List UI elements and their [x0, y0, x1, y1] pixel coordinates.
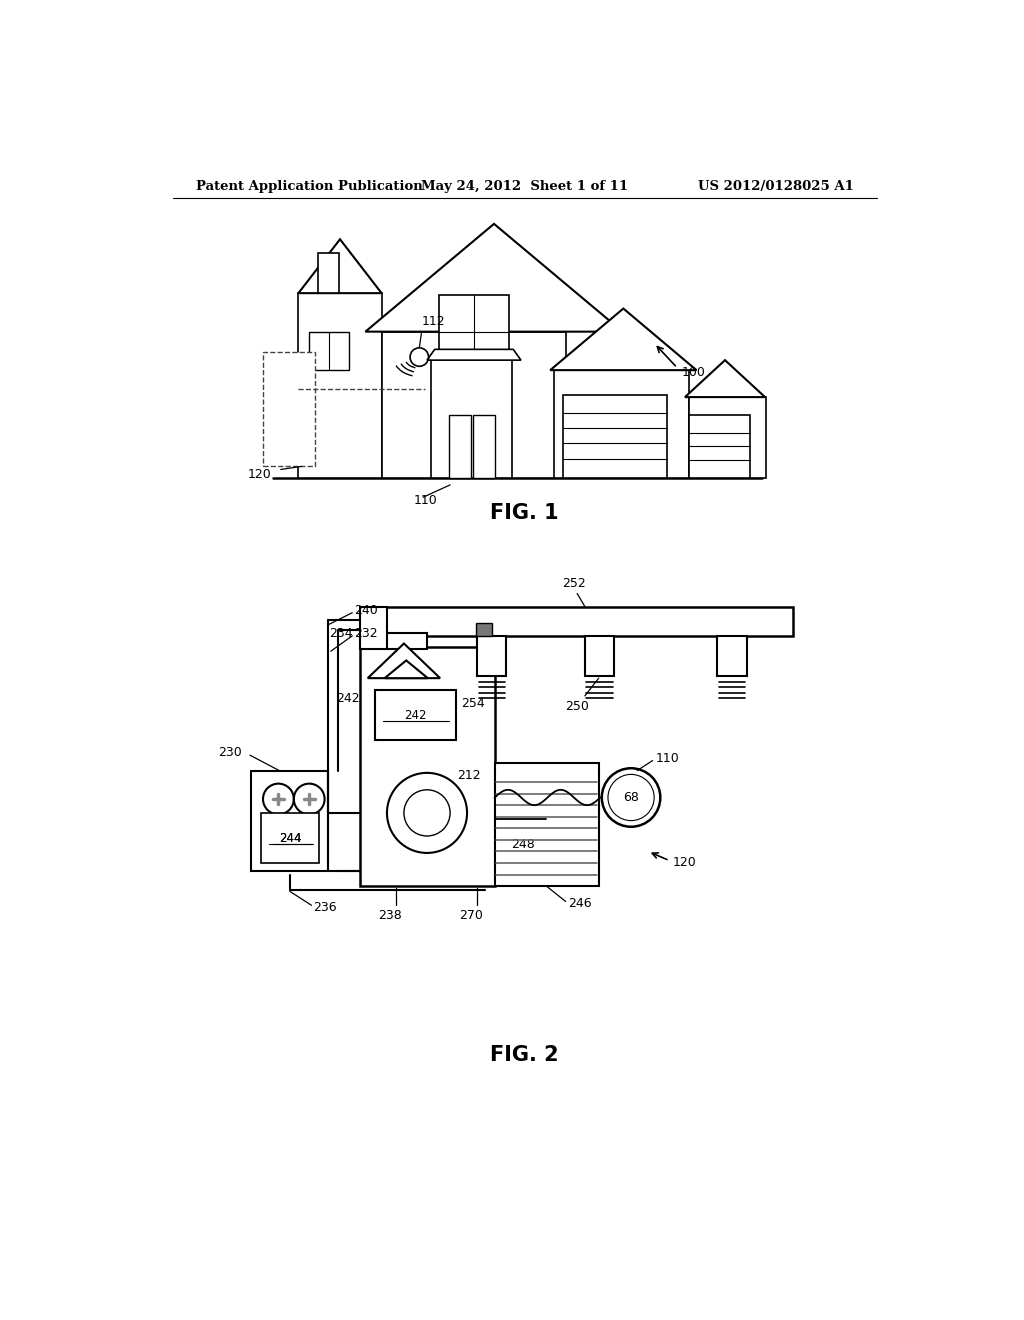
Bar: [450, 414, 471, 478]
Bar: [473, 414, 495, 478]
Bar: [438, 294, 509, 368]
Text: Patent Application Publication: Patent Application Publication: [196, 181, 423, 194]
Bar: [376, 689, 457, 739]
Text: 254: 254: [462, 697, 485, 710]
Bar: [689, 414, 751, 478]
Text: FIG. 2: FIG. 2: [490, 1045, 559, 1065]
Text: 250: 250: [565, 700, 589, 713]
Bar: [566, 370, 570, 478]
Text: 230: 230: [218, 746, 243, 759]
Bar: [298, 293, 382, 478]
Bar: [263, 352, 315, 466]
Polygon shape: [427, 350, 521, 360]
Polygon shape: [298, 239, 382, 293]
Text: 240: 240: [354, 603, 378, 616]
Polygon shape: [368, 644, 440, 678]
Text: 100: 100: [682, 366, 706, 379]
Text: 112: 112: [422, 314, 445, 327]
Text: 242: 242: [336, 693, 359, 705]
Text: 252: 252: [562, 577, 586, 590]
Bar: [495, 763, 599, 886]
Text: 242: 242: [404, 709, 427, 722]
Text: 246: 246: [568, 898, 592, 911]
Bar: [554, 370, 689, 478]
Bar: [431, 359, 512, 478]
Bar: [385, 634, 427, 649]
Text: 234: 234: [329, 627, 352, 640]
Bar: [360, 647, 495, 886]
Bar: [360, 607, 387, 649]
Text: 248: 248: [511, 838, 536, 850]
Text: FIG. 1: FIG. 1: [490, 503, 559, 523]
Text: 212: 212: [458, 770, 481, 783]
Text: 110: 110: [414, 494, 437, 507]
Text: 270: 270: [459, 909, 483, 923]
Text: 238: 238: [378, 909, 402, 923]
Bar: [309, 331, 349, 370]
Text: 236: 236: [313, 902, 337, 915]
Bar: [317, 253, 339, 293]
Text: 244: 244: [279, 832, 301, 845]
Text: 120: 120: [673, 857, 696, 870]
Bar: [252, 771, 329, 871]
Bar: [382, 331, 566, 478]
Bar: [477, 636, 506, 676]
Text: US 2012/0128025 A1: US 2012/0128025 A1: [698, 181, 854, 194]
Text: 68: 68: [624, 791, 639, 804]
Polygon shape: [685, 360, 765, 397]
Bar: [261, 813, 319, 863]
Text: 232: 232: [354, 627, 378, 640]
Bar: [563, 395, 668, 478]
Polygon shape: [385, 660, 428, 678]
Bar: [717, 636, 746, 676]
Text: 120: 120: [248, 467, 271, 480]
Polygon shape: [550, 309, 696, 370]
Bar: [585, 636, 614, 676]
Bar: [373, 607, 793, 636]
Bar: [689, 397, 766, 478]
Text: 244: 244: [279, 832, 301, 845]
Polygon shape: [366, 224, 623, 331]
Text: 110: 110: [655, 752, 680, 766]
Text: May 24, 2012  Sheet 1 of 11: May 24, 2012 Sheet 1 of 11: [421, 181, 629, 194]
Bar: [475, 623, 493, 636]
